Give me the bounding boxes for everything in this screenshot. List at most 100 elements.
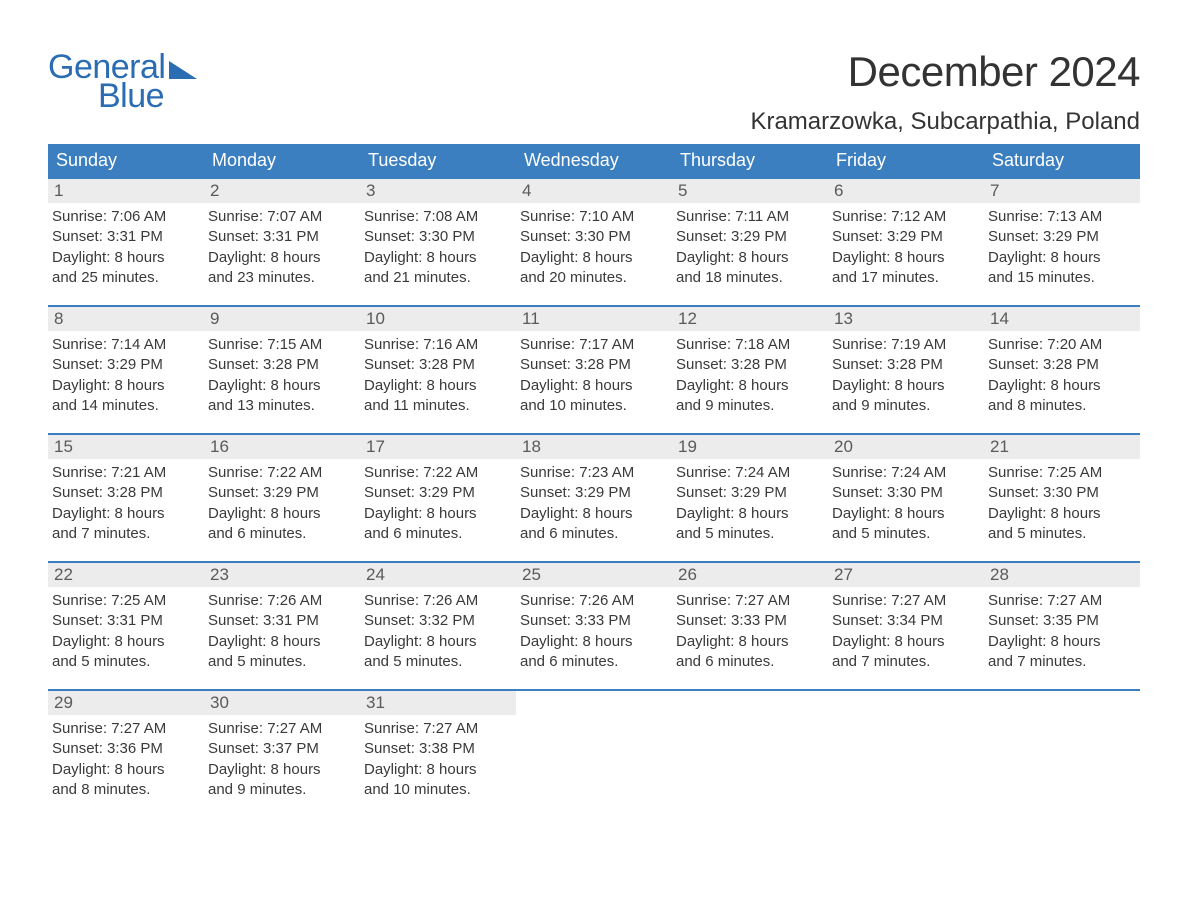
day-sunrise: Sunrise: 7:27 AM xyxy=(208,719,356,739)
day-dl1: Daylight: 8 hours xyxy=(52,376,200,396)
day-body: Sunrise: 7:06 AMSunset: 3:31 PMDaylight:… xyxy=(48,203,204,296)
day-header: Wednesday xyxy=(516,144,672,177)
day-sunrise: Sunrise: 7:16 AM xyxy=(364,335,512,355)
day-dl1: Daylight: 8 hours xyxy=(208,760,356,780)
day-sunset: Sunset: 3:30 PM xyxy=(364,227,512,247)
day-cell: 29Sunrise: 7:27 AMSunset: 3:36 PMDayligh… xyxy=(48,691,204,817)
day-sunrise: Sunrise: 7:27 AM xyxy=(364,719,512,739)
day-cell: 15Sunrise: 7:21 AMSunset: 3:28 PMDayligh… xyxy=(48,435,204,561)
day-cell: 26Sunrise: 7:27 AMSunset: 3:33 PMDayligh… xyxy=(672,563,828,689)
day-sunrise: Sunrise: 7:22 AM xyxy=(208,463,356,483)
day-dl2: and 9 minutes. xyxy=(832,396,980,416)
day-sunrise: Sunrise: 7:08 AM xyxy=(364,207,512,227)
day-body: Sunrise: 7:25 AMSunset: 3:30 PMDaylight:… xyxy=(984,459,1140,552)
day-number: 7 xyxy=(984,179,1140,203)
day-cell: 25Sunrise: 7:26 AMSunset: 3:33 PMDayligh… xyxy=(516,563,672,689)
day-dl1: Daylight: 8 hours xyxy=(364,632,512,652)
day-number: 31 xyxy=(360,691,516,715)
day-cell: 7Sunrise: 7:13 AMSunset: 3:29 PMDaylight… xyxy=(984,179,1140,305)
day-dl2: and 6 minutes. xyxy=(364,524,512,544)
day-sunset: Sunset: 3:29 PM xyxy=(52,355,200,375)
day-sunrise: Sunrise: 7:20 AM xyxy=(988,335,1136,355)
day-header: Sunday xyxy=(48,144,204,177)
week-row: 29Sunrise: 7:27 AMSunset: 3:36 PMDayligh… xyxy=(48,689,1140,817)
day-body: Sunrise: 7:27 AMSunset: 3:34 PMDaylight:… xyxy=(828,587,984,680)
day-sunset: Sunset: 3:34 PM xyxy=(832,611,980,631)
day-number: 8 xyxy=(48,307,204,331)
day-dl1: Daylight: 8 hours xyxy=(676,504,824,524)
day-dl2: and 17 minutes. xyxy=(832,268,980,288)
day-dl1: Daylight: 8 hours xyxy=(520,248,668,268)
day-sunrise: Sunrise: 7:26 AM xyxy=(208,591,356,611)
day-sunset: Sunset: 3:33 PM xyxy=(520,611,668,631)
day-dl2: and 9 minutes. xyxy=(676,396,824,416)
day-dl2: and 6 minutes. xyxy=(520,524,668,544)
week-row: 15Sunrise: 7:21 AMSunset: 3:28 PMDayligh… xyxy=(48,433,1140,561)
calendar: SundayMondayTuesdayWednesdayThursdayFrid… xyxy=(48,144,1140,817)
week-row: 22Sunrise: 7:25 AMSunset: 3:31 PMDayligh… xyxy=(48,561,1140,689)
day-dl2: and 7 minutes. xyxy=(832,652,980,672)
day-cell: 23Sunrise: 7:26 AMSunset: 3:31 PMDayligh… xyxy=(204,563,360,689)
day-body: Sunrise: 7:13 AMSunset: 3:29 PMDaylight:… xyxy=(984,203,1140,296)
day-number: 26 xyxy=(672,563,828,587)
day-sunrise: Sunrise: 7:22 AM xyxy=(364,463,512,483)
day-number: 13 xyxy=(828,307,984,331)
day-cell xyxy=(516,691,672,817)
day-dl1: Daylight: 8 hours xyxy=(676,248,824,268)
day-number: 14 xyxy=(984,307,1140,331)
day-dl2: and 7 minutes. xyxy=(988,652,1136,672)
title-block: December 2024 Kramarzowka, Subcarpathia,… xyxy=(750,48,1140,136)
day-number: 15 xyxy=(48,435,204,459)
day-cell: 30Sunrise: 7:27 AMSunset: 3:37 PMDayligh… xyxy=(204,691,360,817)
day-dl1: Daylight: 8 hours xyxy=(520,632,668,652)
day-number: 21 xyxy=(984,435,1140,459)
day-header: Saturday xyxy=(984,144,1140,177)
day-number: 16 xyxy=(204,435,360,459)
day-sunrise: Sunrise: 7:26 AM xyxy=(364,591,512,611)
day-cell: 14Sunrise: 7:20 AMSunset: 3:28 PMDayligh… xyxy=(984,307,1140,433)
day-cell: 16Sunrise: 7:22 AMSunset: 3:29 PMDayligh… xyxy=(204,435,360,561)
day-sunrise: Sunrise: 7:06 AM xyxy=(52,207,200,227)
day-body: Sunrise: 7:26 AMSunset: 3:32 PMDaylight:… xyxy=(360,587,516,680)
weeks-container: 1Sunrise: 7:06 AMSunset: 3:31 PMDaylight… xyxy=(48,177,1140,817)
day-cell: 1Sunrise: 7:06 AMSunset: 3:31 PMDaylight… xyxy=(48,179,204,305)
day-dl2: and 13 minutes. xyxy=(208,396,356,416)
day-header-row: SundayMondayTuesdayWednesdayThursdayFrid… xyxy=(48,144,1140,177)
day-dl1: Daylight: 8 hours xyxy=(676,632,824,652)
day-body: Sunrise: 7:20 AMSunset: 3:28 PMDaylight:… xyxy=(984,331,1140,424)
day-sunset: Sunset: 3:31 PM xyxy=(208,611,356,631)
day-dl1: Daylight: 8 hours xyxy=(988,632,1136,652)
day-dl2: and 5 minutes. xyxy=(364,652,512,672)
day-dl2: and 15 minutes. xyxy=(988,268,1136,288)
day-cell: 6Sunrise: 7:12 AMSunset: 3:29 PMDaylight… xyxy=(828,179,984,305)
day-sunset: Sunset: 3:29 PM xyxy=(832,227,980,247)
week-row: 8Sunrise: 7:14 AMSunset: 3:29 PMDaylight… xyxy=(48,305,1140,433)
day-sunset: Sunset: 3:30 PM xyxy=(988,483,1136,503)
day-sunset: Sunset: 3:28 PM xyxy=(208,355,356,375)
day-body: Sunrise: 7:27 AMSunset: 3:36 PMDaylight:… xyxy=(48,715,204,808)
day-sunrise: Sunrise: 7:27 AM xyxy=(988,591,1136,611)
day-cell: 2Sunrise: 7:07 AMSunset: 3:31 PMDaylight… xyxy=(204,179,360,305)
day-dl1: Daylight: 8 hours xyxy=(364,376,512,396)
day-body: Sunrise: 7:27 AMSunset: 3:33 PMDaylight:… xyxy=(672,587,828,680)
day-sunset: Sunset: 3:29 PM xyxy=(208,483,356,503)
day-dl1: Daylight: 8 hours xyxy=(832,632,980,652)
day-cell: 5Sunrise: 7:11 AMSunset: 3:29 PMDaylight… xyxy=(672,179,828,305)
day-number: 12 xyxy=(672,307,828,331)
day-dl1: Daylight: 8 hours xyxy=(52,504,200,524)
day-dl1: Daylight: 8 hours xyxy=(520,504,668,524)
day-dl1: Daylight: 8 hours xyxy=(364,504,512,524)
day-cell: 17Sunrise: 7:22 AMSunset: 3:29 PMDayligh… xyxy=(360,435,516,561)
day-number: 18 xyxy=(516,435,672,459)
day-cell xyxy=(672,691,828,817)
day-sunrise: Sunrise: 7:27 AM xyxy=(832,591,980,611)
day-sunset: Sunset: 3:33 PM xyxy=(676,611,824,631)
day-body: Sunrise: 7:18 AMSunset: 3:28 PMDaylight:… xyxy=(672,331,828,424)
day-sunrise: Sunrise: 7:07 AM xyxy=(208,207,356,227)
day-dl2: and 10 minutes. xyxy=(520,396,668,416)
day-dl1: Daylight: 8 hours xyxy=(52,760,200,780)
day-cell: 13Sunrise: 7:19 AMSunset: 3:28 PMDayligh… xyxy=(828,307,984,433)
logo: General Blue xyxy=(48,48,197,116)
day-sunrise: Sunrise: 7:11 AM xyxy=(676,207,824,227)
day-sunset: Sunset: 3:31 PM xyxy=(52,611,200,631)
